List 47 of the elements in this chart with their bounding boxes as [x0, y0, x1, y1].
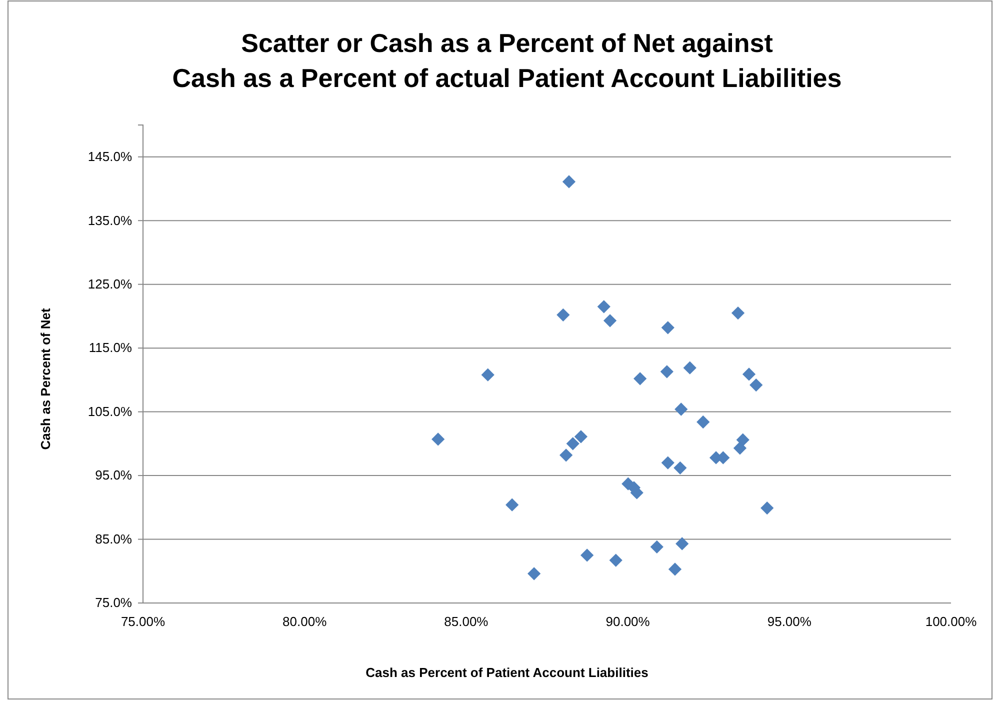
point: [609, 554, 622, 567]
chart-title: Scatter or Cash as a Percent of Net against Cash as a Percent of actual Patient Account Liabilities: [172, 28, 842, 93]
y-tick-label: 135.0%: [88, 212, 132, 228]
point: [696, 415, 710, 429]
x-tick-label: 100.00%: [925, 614, 978, 630]
point: [562, 175, 576, 188]
point: [660, 365, 674, 378]
point: [674, 402, 688, 416]
point: [742, 368, 756, 381]
x-tick-label: 90.00%: [606, 614, 650, 630]
x-tick-label: 75.00%: [120, 614, 166, 630]
point: [650, 540, 664, 554]
point: [661, 456, 674, 470]
point: [733, 442, 747, 455]
point: [683, 361, 696, 374]
point: [661, 321, 674, 334]
point: [566, 437, 580, 450]
y-tick-label: 75.0%: [95, 595, 132, 610]
y-tick-label: 105.0%: [88, 404, 132, 419]
x-tick-label: 85.00%: [444, 614, 489, 630]
point: [674, 461, 687, 474]
y-tick-label: 85.0%: [95, 531, 132, 546]
point: [597, 300, 610, 314]
y-tick-label: 115.0%: [88, 340, 132, 356]
point: [556, 308, 570, 322]
x-axis-title: Cash as Percent of Patient Account Liabilities: [366, 665, 648, 680]
point: [574, 430, 588, 444]
x-tick-label: 80.00%: [282, 614, 328, 630]
y-tick-label: 125.0%: [88, 276, 132, 292]
point: [736, 433, 750, 446]
point: [750, 378, 763, 392]
point: [676, 537, 689, 550]
point: [506, 498, 519, 512]
point: [634, 372, 647, 386]
x-tick-label: 95.00%: [767, 614, 812, 630]
point: [432, 432, 445, 446]
y-axis-title: Cash as Percent of Net: [38, 308, 53, 450]
point: [731, 306, 745, 320]
point: [481, 368, 494, 382]
point: [560, 448, 573, 462]
point: [580, 548, 594, 562]
point: [760, 501, 774, 515]
point: [668, 562, 682, 576]
y-tick-label: 95.0%: [95, 468, 132, 483]
point: [528, 567, 541, 580]
y-tick-label: 145.0%: [88, 149, 132, 164]
point: [603, 314, 617, 328]
